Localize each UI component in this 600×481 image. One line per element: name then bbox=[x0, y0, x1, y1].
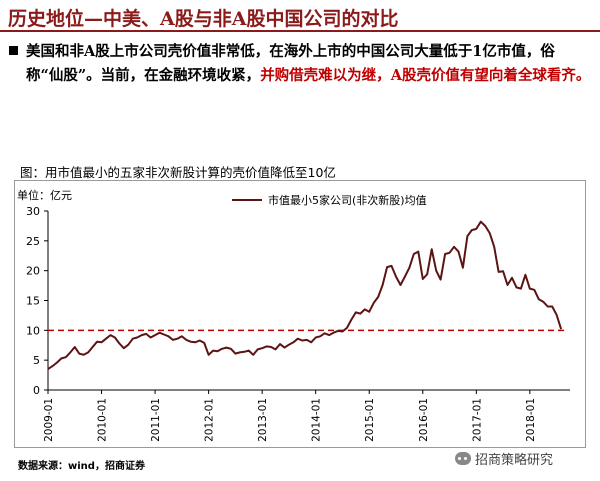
title-divider bbox=[0, 30, 600, 32]
chart-plot-area bbox=[47, 220, 566, 370]
series-line bbox=[47, 220, 563, 370]
y-tick-label: 30 bbox=[26, 205, 40, 218]
legend-label: 市值最小5家公司(非次新股)均值 bbox=[268, 193, 427, 207]
bullet-square-icon bbox=[9, 46, 18, 55]
bullet-paragraph: 美国和非A股上市公司壳价值非常低，在海外上市的中国公司大量低于1亿市值，俗称“仙… bbox=[26, 40, 592, 88]
x-tick-label: 2015-01 bbox=[364, 398, 376, 442]
bullet-text-highlight: 并购借壳难以为继， bbox=[260, 67, 391, 84]
x-tick-label: 2012-01 bbox=[204, 398, 216, 442]
line-chart: 单位：亿元 市值最小5家公司(非次新股)均值 0 5 10 15 20 25 30 2009-… bbox=[17, 188, 570, 442]
x-tick-label: 2009-01 bbox=[43, 398, 55, 442]
data-source-note: 数据来源：wind，招商证券 bbox=[18, 461, 145, 472]
x-tick-label: 2010-01 bbox=[97, 398, 109, 442]
watermark: 招商策略研究 bbox=[455, 449, 553, 468]
slide-title: 历史地位—中美、A股与非A股中国公司的对比 bbox=[8, 8, 399, 30]
chart-axes: 0 5 10 15 20 25 30 2009-01 2010-01 2011-01 2012-01… bbox=[26, 205, 570, 442]
wechat-icon bbox=[455, 452, 471, 465]
chart-frame bbox=[14, 180, 586, 448]
y-tick-label: 25 bbox=[26, 235, 40, 248]
x-tick-label: 2016-01 bbox=[418, 398, 430, 442]
x-tick-label: 2017-01 bbox=[471, 398, 483, 442]
figure-caption: 图：用市值最小的五家非次新股计算的壳价值降低至10亿 bbox=[20, 165, 336, 180]
y-tick-label: 5 bbox=[33, 354, 40, 367]
watermark-text: 招商策略研究 bbox=[475, 453, 554, 468]
bullet-text-part2: A股壳价值有望向着全球看齐。 bbox=[390, 67, 591, 84]
y-tick-label: 15 bbox=[26, 295, 40, 308]
chart-legend: 市值最小5家公司(非次新股)均值 bbox=[232, 193, 427, 207]
y-tick-label: 20 bbox=[26, 265, 40, 278]
y-axis-unit-label: 单位：亿元 bbox=[17, 188, 72, 202]
y-tick-label: 10 bbox=[26, 324, 40, 337]
x-tick-label: 2011-01 bbox=[150, 398, 162, 442]
y-tick-label: 0 bbox=[33, 384, 40, 397]
x-tick-label: 2013-01 bbox=[257, 398, 269, 442]
bullet-text-part1: 美国和非A股上市公司壳价值非常低，在海外上市的中国公司大量低于1亿市值，俗称“仙… bbox=[26, 43, 555, 84]
x-tick-label: 2014-01 bbox=[311, 398, 323, 442]
x-tick-label: 2018-01 bbox=[525, 398, 537, 442]
